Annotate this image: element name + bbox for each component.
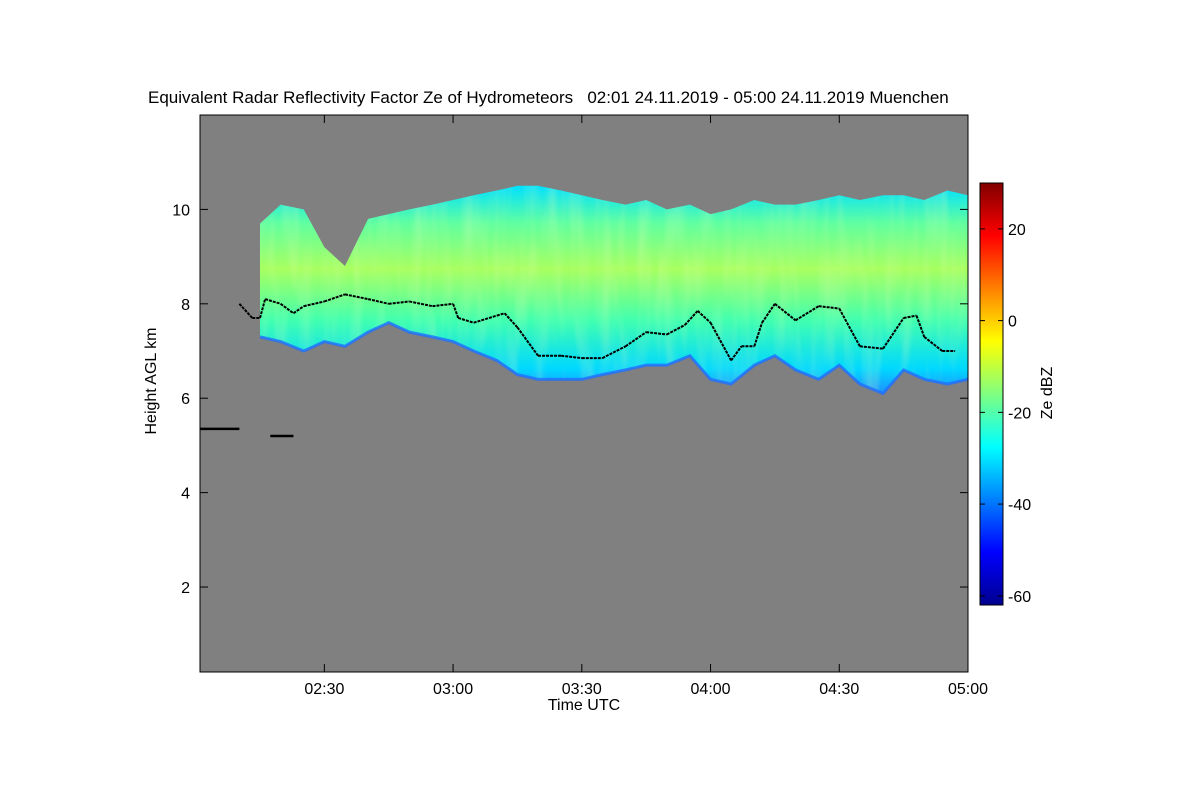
melting-layer-segment bbox=[915, 315, 926, 338]
melting-layer-segment bbox=[279, 303, 295, 315]
melting-layer-segment bbox=[561, 354, 582, 360]
melting-layer-segment bbox=[259, 298, 267, 319]
melting-layer-segment bbox=[516, 326, 539, 357]
plot-frame bbox=[199, 114, 969, 673]
y-tick-label: 6 bbox=[181, 391, 190, 408]
melting-layer-segment bbox=[730, 345, 743, 362]
melting-layer-segment bbox=[303, 300, 325, 308]
y-tick-label: 8 bbox=[181, 297, 190, 314]
melting-layer-segment bbox=[452, 303, 460, 319]
melting-layer-segment bbox=[503, 312, 519, 329]
melting-layer-segment bbox=[646, 331, 667, 336]
x-tick-label: 03:00 bbox=[433, 681, 473, 698]
x-tick-label: 02:30 bbox=[304, 681, 344, 698]
colorbar-tick-label: -60 bbox=[1008, 589, 1031, 606]
colorbar-tick-label: -40 bbox=[1008, 497, 1031, 514]
melting-layer-segment bbox=[473, 314, 498, 324]
melting-layer-segment bbox=[457, 317, 474, 324]
y-tick-label: 10 bbox=[172, 202, 190, 219]
melting-layer-segment bbox=[238, 303, 254, 319]
melting-layer-segment bbox=[903, 314, 917, 319]
melting-layer-segment bbox=[684, 310, 699, 326]
y-axis-label: Height AGL km bbox=[143, 327, 160, 435]
colorbar-tick-label: 20 bbox=[1008, 222, 1026, 239]
melting-layer-segment bbox=[774, 303, 797, 322]
y-tick-label: 2 bbox=[181, 580, 190, 597]
melting-layer-segment bbox=[882, 317, 905, 350]
colorbar-tick-label: -20 bbox=[1008, 405, 1031, 422]
melting-layer-segment bbox=[601, 345, 627, 359]
melting-layer-segment bbox=[625, 331, 647, 348]
colorbar-tick-label: 0 bbox=[1008, 314, 1017, 331]
melting-layer-segment bbox=[818, 305, 840, 310]
melting-layer-segment bbox=[838, 308, 861, 347]
chart-title: Equivalent Radar Reflectivity Factor Ze … bbox=[148, 88, 949, 107]
melting-layer-segment bbox=[709, 322, 733, 361]
cloud-texture bbox=[259, 185, 969, 394]
melting-layer-segment bbox=[324, 293, 346, 303]
melting-layer-segment bbox=[264, 298, 281, 305]
x-tick-label: 05:00 bbox=[948, 681, 988, 698]
x-axis-label: Time UTC bbox=[547, 697, 621, 714]
melting-layer-segment bbox=[388, 300, 410, 305]
colorbar-label: Ze dBZ bbox=[1039, 366, 1056, 420]
melting-layer-segment bbox=[496, 312, 505, 317]
y-tick-label: 4 bbox=[181, 486, 190, 503]
x-tick-label: 04:30 bbox=[819, 681, 859, 698]
x-tick-label: 03:30 bbox=[562, 681, 602, 698]
melting-layer-segment bbox=[753, 322, 763, 347]
melting-layer-segment bbox=[432, 302, 454, 308]
melting-layer-segment bbox=[292, 305, 305, 315]
x-tick-label: 04:00 bbox=[691, 681, 731, 698]
melting-layer-segment bbox=[794, 305, 820, 322]
melting-layer-segment bbox=[367, 298, 389, 305]
melting-layer-segment bbox=[666, 324, 686, 336]
melting-layer-segment bbox=[696, 310, 712, 324]
cloud-base-edge bbox=[259, 321, 969, 396]
colorbar bbox=[979, 182, 1004, 606]
